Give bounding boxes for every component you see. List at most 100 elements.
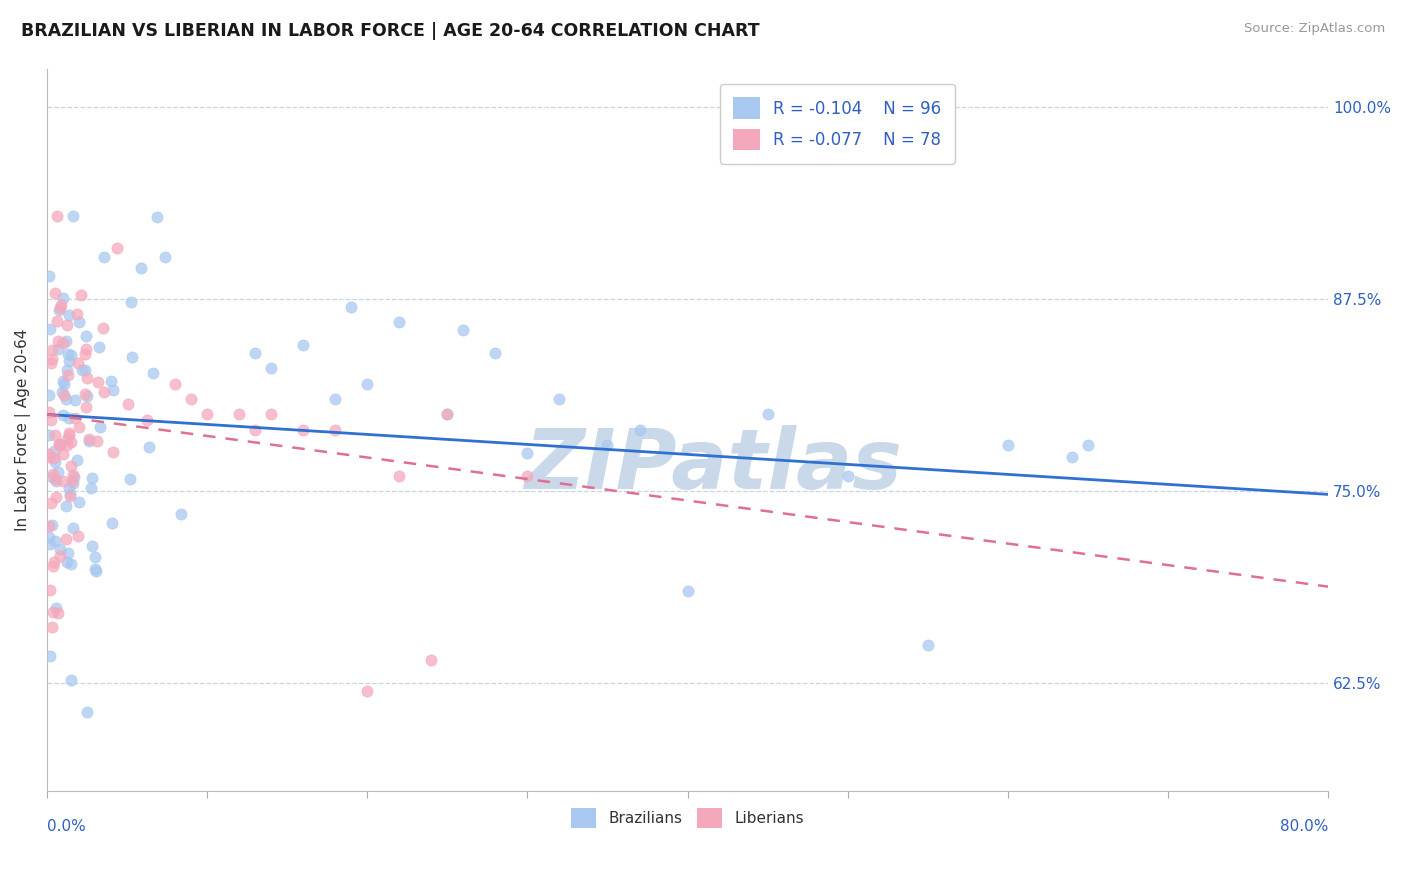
Point bbox=[60, 475, 83, 489]
Point bbox=[38, 536, 60, 550]
Point bbox=[292, 423, 315, 437]
Point bbox=[48, 437, 70, 451]
Point bbox=[87, 340, 110, 354]
Point bbox=[260, 361, 283, 376]
Point bbox=[292, 338, 315, 352]
Point bbox=[56, 318, 79, 332]
Point bbox=[997, 438, 1019, 452]
Point bbox=[39, 496, 62, 510]
Point bbox=[55, 392, 77, 406]
Point bbox=[55, 533, 77, 547]
Point bbox=[59, 489, 82, 503]
Point bbox=[49, 549, 72, 564]
Point bbox=[41, 470, 63, 484]
Legend: Brazilians, Liberians: Brazilians, Liberians bbox=[565, 802, 810, 834]
Point bbox=[63, 470, 86, 484]
Point bbox=[41, 620, 63, 634]
Point bbox=[55, 363, 77, 377]
Point bbox=[72, 362, 94, 376]
Point bbox=[75, 401, 97, 415]
Point bbox=[453, 323, 475, 337]
Text: Source: ZipAtlas.com: Source: ZipAtlas.com bbox=[1244, 22, 1385, 36]
Point bbox=[138, 440, 160, 454]
Point bbox=[243, 423, 266, 437]
Point bbox=[837, 469, 859, 483]
Point bbox=[48, 303, 70, 318]
Point bbox=[917, 638, 939, 652]
Point bbox=[79, 481, 101, 495]
Point bbox=[42, 555, 65, 569]
Point bbox=[484, 346, 506, 360]
Point bbox=[44, 534, 66, 549]
Point bbox=[46, 606, 69, 620]
Text: BRAZILIAN VS LIBERIAN IN LABOR FORCE | AGE 20-64 CORRELATION CHART: BRAZILIAN VS LIBERIAN IN LABOR FORCE | A… bbox=[21, 22, 759, 40]
Point bbox=[436, 408, 458, 422]
Point bbox=[93, 385, 115, 400]
Point bbox=[58, 481, 80, 495]
Point bbox=[45, 474, 67, 488]
Point bbox=[49, 301, 72, 315]
Point bbox=[58, 428, 80, 442]
Point bbox=[38, 450, 60, 464]
Point bbox=[41, 351, 63, 366]
Point bbox=[56, 555, 79, 569]
Point bbox=[1060, 450, 1083, 465]
Point bbox=[42, 605, 65, 619]
Point bbox=[73, 363, 96, 377]
Text: 80.0%: 80.0% bbox=[1279, 819, 1329, 834]
Point bbox=[56, 347, 79, 361]
Point bbox=[46, 314, 69, 328]
Point bbox=[388, 315, 411, 329]
Point bbox=[67, 420, 90, 434]
Point bbox=[100, 375, 122, 389]
Point bbox=[42, 559, 65, 574]
Point bbox=[56, 433, 79, 447]
Text: 0.0%: 0.0% bbox=[46, 819, 86, 834]
Point bbox=[56, 438, 79, 452]
Point bbox=[76, 705, 98, 719]
Point bbox=[628, 423, 651, 437]
Point bbox=[75, 347, 97, 361]
Text: ZIPatlas: ZIPatlas bbox=[524, 425, 903, 507]
Point bbox=[41, 518, 63, 533]
Point bbox=[59, 487, 82, 501]
Point bbox=[67, 316, 90, 330]
Point bbox=[48, 465, 70, 479]
Point bbox=[63, 411, 86, 425]
Point bbox=[323, 392, 346, 406]
Point bbox=[39, 413, 62, 427]
Point bbox=[1077, 438, 1099, 452]
Point bbox=[676, 584, 699, 599]
Point bbox=[59, 434, 82, 449]
Point bbox=[101, 516, 124, 530]
Point bbox=[67, 529, 90, 543]
Point bbox=[58, 411, 80, 425]
Point bbox=[52, 447, 75, 461]
Point bbox=[59, 459, 82, 474]
Point bbox=[44, 451, 66, 466]
Point bbox=[323, 423, 346, 437]
Point bbox=[59, 673, 82, 687]
Point bbox=[548, 392, 571, 406]
Point bbox=[80, 471, 103, 485]
Point bbox=[121, 350, 143, 364]
Point bbox=[170, 508, 193, 522]
Point bbox=[195, 408, 218, 422]
Point bbox=[49, 438, 72, 452]
Point bbox=[516, 446, 538, 460]
Point bbox=[39, 356, 62, 370]
Point bbox=[38, 269, 60, 284]
Point bbox=[75, 329, 97, 343]
Point bbox=[39, 322, 62, 336]
Point bbox=[596, 438, 619, 452]
Point bbox=[58, 308, 80, 322]
Point bbox=[49, 298, 72, 312]
Point bbox=[142, 366, 165, 380]
Point bbox=[55, 334, 77, 348]
Point bbox=[83, 549, 105, 564]
Point bbox=[66, 307, 89, 321]
Point bbox=[86, 434, 108, 448]
Point bbox=[38, 427, 60, 442]
Point bbox=[38, 530, 60, 544]
Point bbox=[436, 408, 458, 422]
